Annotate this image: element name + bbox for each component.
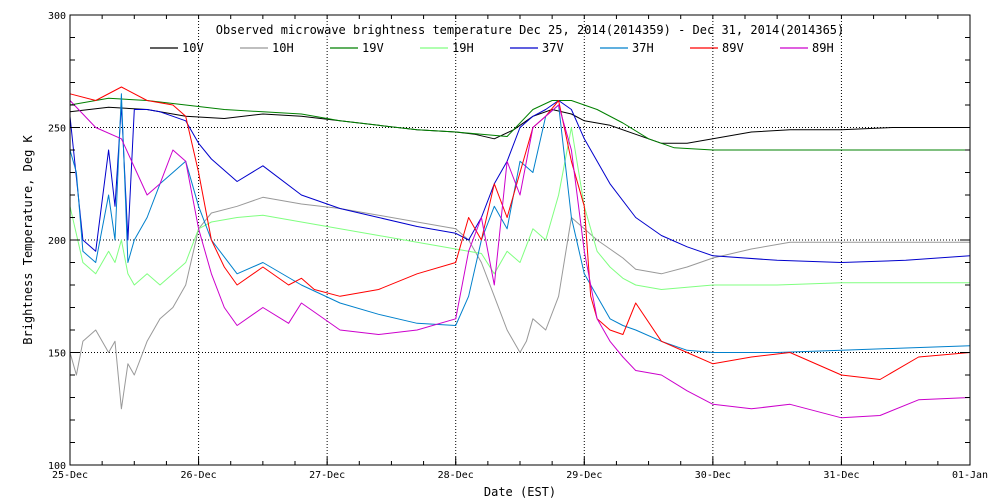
x-tick-label: 28-Dec	[438, 470, 474, 481]
y-tick-label: 100	[48, 461, 66, 472]
series-layer	[69, 86, 971, 419]
x-tick-label: 26-Dec	[181, 470, 217, 481]
y-tick-label: 300	[48, 11, 66, 22]
x-tick-label: 27-Dec	[309, 470, 345, 481]
chart-grid	[70, 15, 970, 465]
series-line-37v	[69, 100, 971, 263]
series-line-19h	[69, 127, 970, 290]
series-line-37h	[69, 93, 971, 353]
legend-label-19v: 19V	[362, 41, 384, 55]
x-tick-label: 25-Dec	[52, 470, 88, 481]
x-axis-label: Date (EST)	[484, 485, 556, 499]
series-line-10h	[69, 196, 970, 410]
chart-legend: 10V 10H 19V 19H 37V 37H 89V 89H	[150, 41, 834, 55]
series-line-10v	[69, 106, 970, 144]
legend-label-10v: 10V	[182, 41, 204, 55]
series-line-89v	[69, 86, 971, 380]
legend-label-89h: 89H	[812, 41, 834, 55]
legend-label-89v: 89V	[722, 41, 744, 55]
y-axis-label: Brightness Temperature, Deg K	[21, 134, 35, 344]
y-tick-label: 200	[48, 236, 66, 247]
x-tick-label: 30-Dec	[695, 470, 731, 481]
x-tick-label: 01-Jan	[952, 470, 988, 481]
chart-title: Observed microwave brightness temperatur…	[216, 23, 845, 37]
legend-label-19h: 19H	[452, 41, 474, 55]
legend-label-37h: 37H	[632, 41, 654, 55]
legend-label-10h: 10H	[272, 41, 294, 55]
series-line-89h	[69, 100, 971, 419]
legend-label-37v: 37V	[542, 41, 564, 55]
y-tick-label: 150	[48, 349, 66, 360]
chart-axes: 25-Dec 26-Dec 27-Dec 28-Dec 29-Dec 30-Dec 31-D…	[48, 11, 988, 481]
x-tick-label: 31-Dec	[823, 470, 859, 481]
y-tick-label: 250	[48, 124, 66, 135]
x-tick-label: 29-Dec	[566, 470, 602, 481]
series-line-19v	[69, 97, 970, 151]
